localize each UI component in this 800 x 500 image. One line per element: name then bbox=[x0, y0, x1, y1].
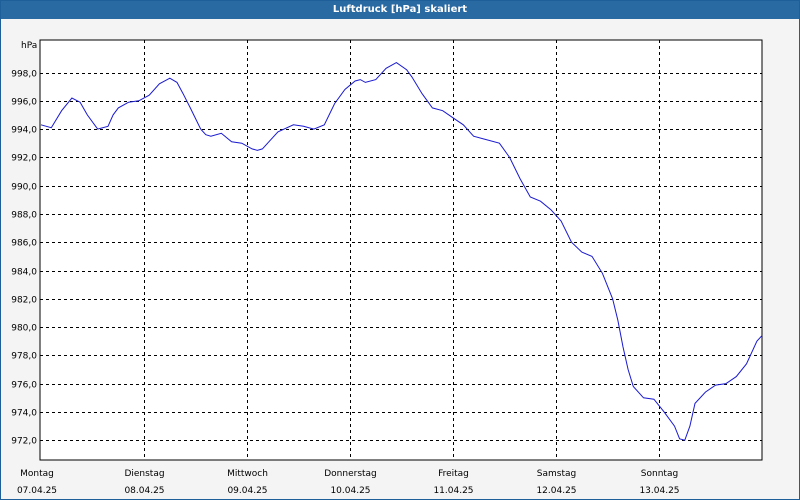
x-tick-day-label: Sonntag bbox=[641, 469, 678, 479]
x-axis-ticks: Montag 07.04.25 Dienstag 08.04.25 Mittwoch 09… bbox=[17, 469, 680, 496]
plot-area bbox=[39, 39, 763, 461]
x-tick-day-label: Mittwoch bbox=[227, 469, 268, 479]
y-tick-label: 996,0 bbox=[11, 98, 37, 108]
x-tick-date-label: 09.04.25 bbox=[227, 486, 267, 496]
x-tick-date-label: 12.04.25 bbox=[536, 486, 576, 496]
y-tick-label: 992,0 bbox=[11, 154, 37, 164]
y-tick-label: 972,0 bbox=[11, 437, 37, 447]
y-axis-ticks: 998,0 996,0 994,0 992,0 990,0 988,0 986,0 984,0… bbox=[11, 70, 37, 447]
grid-lines bbox=[40, 40, 762, 460]
y-tick-label: 978,0 bbox=[11, 352, 37, 362]
x-tick-day-label: Dienstag bbox=[124, 469, 164, 479]
y-tick-label: 982,0 bbox=[11, 296, 37, 306]
x-tick-day-label: Montag bbox=[20, 469, 54, 479]
y-axis-label: hPa bbox=[21, 41, 37, 51]
x-tick-date-label: 11.04.25 bbox=[433, 486, 473, 496]
x-tick-date-label: 08.04.25 bbox=[124, 486, 164, 496]
y-tick-label: 988,0 bbox=[11, 211, 37, 221]
x-tick-date-label: 10.04.25 bbox=[330, 486, 370, 496]
y-tick-label: 984,0 bbox=[11, 268, 37, 278]
chart-title: Luftdruck [hPa] skaliert bbox=[1, 1, 799, 19]
y-tick-label: 994,0 bbox=[11, 126, 37, 136]
series-line-luftdruck bbox=[40, 62, 763, 441]
y-tick-label: 976,0 bbox=[11, 381, 37, 391]
y-tick-label: 980,0 bbox=[11, 324, 37, 334]
x-tick-day-label: Freitag bbox=[438, 469, 469, 479]
x-tick-date-label: 13.04.25 bbox=[639, 486, 679, 496]
x-tick-date-label: 07.04.25 bbox=[17, 486, 57, 496]
x-tick-day-label: Samstag bbox=[537, 469, 576, 479]
y-tick-label: 986,0 bbox=[11, 239, 37, 249]
y-tick-label: 974,0 bbox=[11, 409, 37, 419]
y-tick-label: 998,0 bbox=[11, 70, 37, 80]
x-tick-day-label: Donnerstag bbox=[324, 469, 377, 479]
y-tick-label: 990,0 bbox=[11, 183, 37, 193]
